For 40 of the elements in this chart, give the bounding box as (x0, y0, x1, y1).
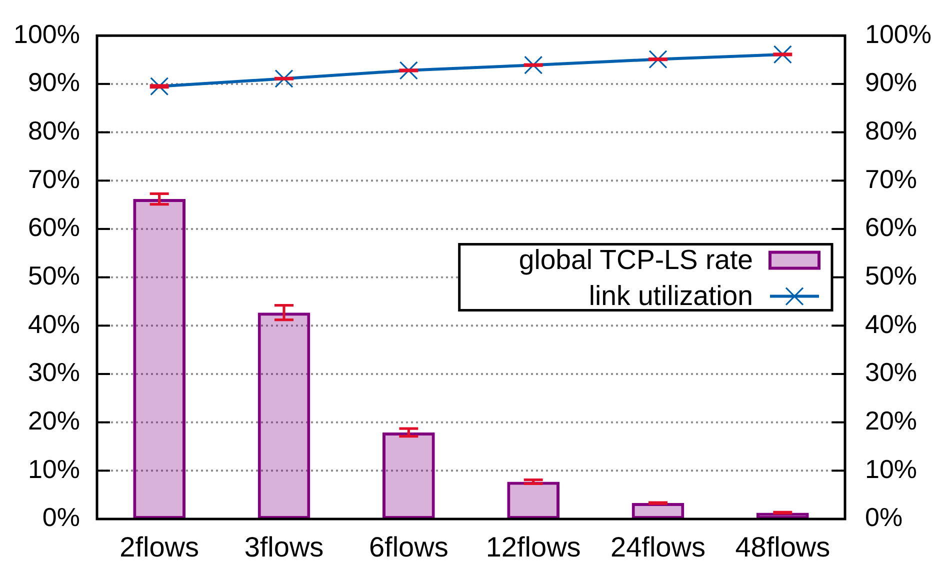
bar (133, 198, 186, 519)
y-tick-label: 40% (28, 308, 80, 339)
x-tick-label: 3flows (244, 532, 324, 563)
y-tick-label: 70% (28, 164, 80, 194)
y2-tick-label: 100% (865, 18, 932, 49)
x-tick-label: 24flows (610, 532, 706, 563)
y-tick-label: 50% (28, 260, 80, 290)
y-tick-label: 0% (42, 502, 80, 532)
y2-tick-label: 60% (865, 212, 918, 242)
bar (507, 482, 560, 519)
y-tick-label: 10% (28, 454, 80, 484)
x-tick-label: 6flows (368, 532, 448, 563)
x-tick-label: 48flows (735, 532, 830, 563)
y-tick-label: 100% (14, 18, 80, 49)
y-tick-label: 30% (28, 357, 80, 388)
y-tick-label: 80% (28, 115, 80, 146)
y2-tick-label: 90% (865, 67, 918, 98)
y-tick-label: 20% (28, 405, 80, 436)
y-tick-label: 60% (28, 212, 80, 242)
y2-tick-label: 40% (865, 308, 918, 339)
y2-tick-label: 30% (865, 357, 918, 388)
legend-label: link utilization (588, 280, 753, 311)
y2-tick-label: 20% (865, 405, 918, 436)
bar (382, 432, 435, 519)
bar (258, 312, 310, 519)
point (648, 50, 668, 69)
x-tick-label: 2flows (120, 532, 200, 563)
y-tick-label: 90% (28, 67, 80, 98)
y2-tick-label: 50% (865, 260, 918, 290)
point (524, 56, 543, 74)
point (274, 69, 294, 88)
point (399, 61, 418, 80)
legend-label: global TCP-LS rate (518, 244, 753, 275)
bar (632, 503, 684, 519)
point (773, 45, 792, 64)
x-tick-label: 12flows (486, 532, 581, 563)
y2-tick-label: 80% (865, 115, 918, 146)
y2-tick-label: 70% (865, 164, 918, 194)
y2-tick-label: 10% (865, 454, 918, 484)
y2-tick-label: 0% (865, 502, 903, 532)
